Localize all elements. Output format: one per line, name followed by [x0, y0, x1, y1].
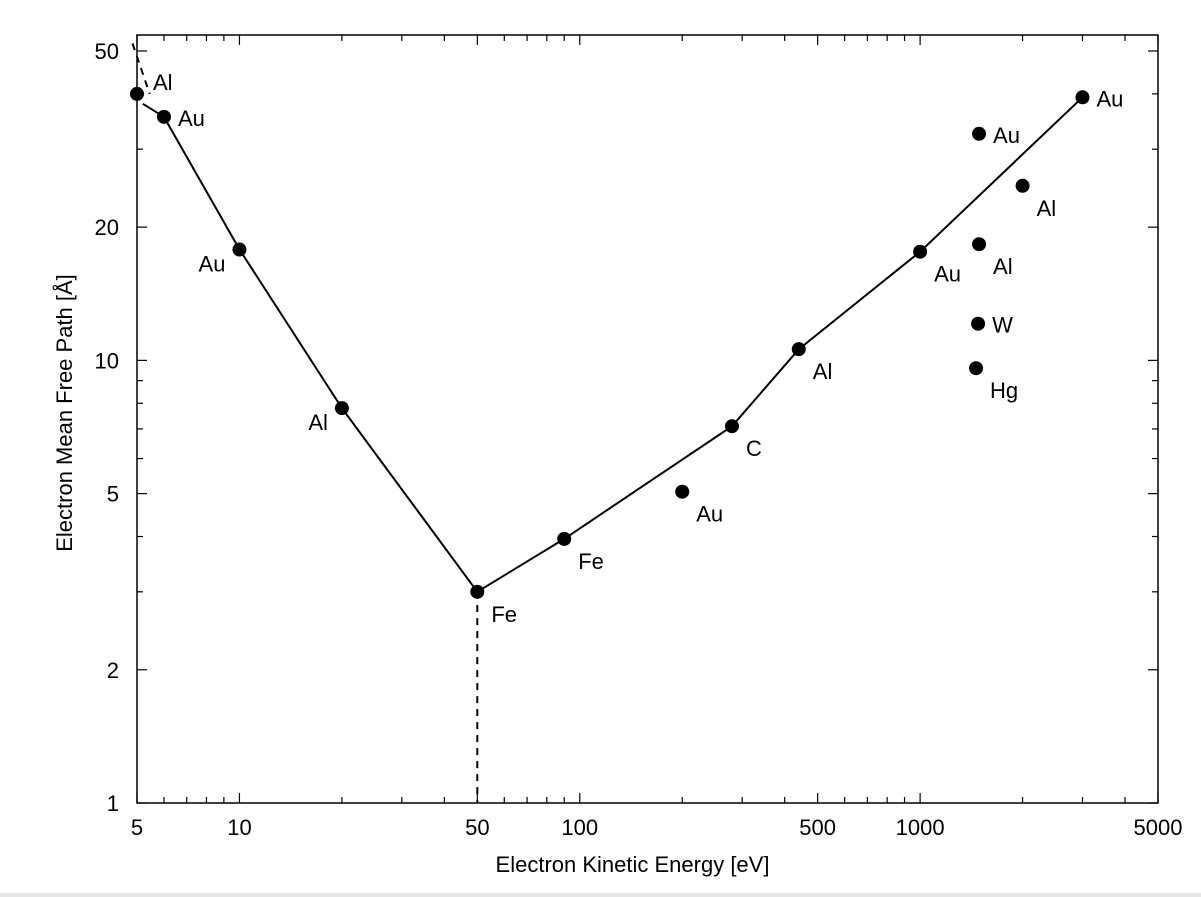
data-point-label: C [746, 436, 762, 461]
axis-ticks: 5 10 50 100 500 1000 5000 1 2 5 10 20 50 [95, 35, 1183, 840]
data-point [130, 86, 144, 101]
data-point [791, 342, 806, 357]
x-tick-label: 50 [465, 815, 489, 840]
bottom-rule [0, 893, 1201, 897]
data-point-label: Al [153, 70, 173, 95]
plot-frame-rect [136, 34, 1159, 804]
data-point-label: Au [696, 502, 723, 527]
data-points [130, 86, 1090, 599]
x-tick-label: 5000 [1134, 815, 1183, 840]
y-tick-label: 5 [107, 482, 119, 507]
data-point-label: Al [993, 254, 1013, 279]
data-point-label: Au [1096, 86, 1123, 111]
data-point [1015, 178, 1030, 193]
data-point [972, 126, 987, 141]
y-tick-label: 20 [95, 215, 119, 240]
y-axis-title: Electron Mean Free Path [Å] [52, 274, 77, 552]
data-point-label: Au [934, 262, 961, 287]
data-point [334, 401, 349, 416]
x-axis-title: Electron Kinetic Energy [eV] [496, 852, 770, 877]
dashed-extrapolation [131, 43, 151, 95]
data-point [972, 237, 987, 252]
data-point [969, 361, 984, 376]
x-tick-label: 10 [227, 815, 251, 840]
data-point-label: Al [308, 410, 328, 435]
data-point [675, 484, 690, 499]
universal-curve [131, 43, 1084, 803]
data-point-label: Al [1037, 196, 1057, 221]
data-point-label: Fe [578, 549, 604, 574]
x-tick-label: 500 [799, 815, 836, 840]
data-point [724, 419, 739, 434]
data-point [913, 244, 928, 259]
data-point [232, 242, 247, 257]
universal-curve-line [142, 96, 1084, 594]
y-tick-label: 10 [95, 348, 119, 373]
data-point-label: Fe [491, 602, 517, 627]
data-point-label: Au [178, 106, 205, 131]
data-point [1075, 90, 1090, 105]
data-point-label: Au [993, 123, 1020, 148]
y-tick-label: 2 [107, 658, 119, 683]
data-point [470, 584, 485, 599]
data-point [971, 316, 986, 331]
y-tick-label: 1 [107, 791, 119, 816]
y-tick-label: 50 [95, 39, 119, 64]
x-tick-label: 100 [561, 815, 598, 840]
data-point [156, 109, 171, 124]
x-tick-label: 5 [131, 815, 143, 840]
plot-frame [136, 34, 1159, 804]
data-point-label: Au [199, 252, 226, 277]
x-tick-label: 1000 [896, 815, 945, 840]
data-point-label: Hg [990, 378, 1018, 403]
data-point-label: Al [813, 359, 833, 384]
data-point-label: W [992, 313, 1013, 338]
data-point [557, 531, 572, 546]
